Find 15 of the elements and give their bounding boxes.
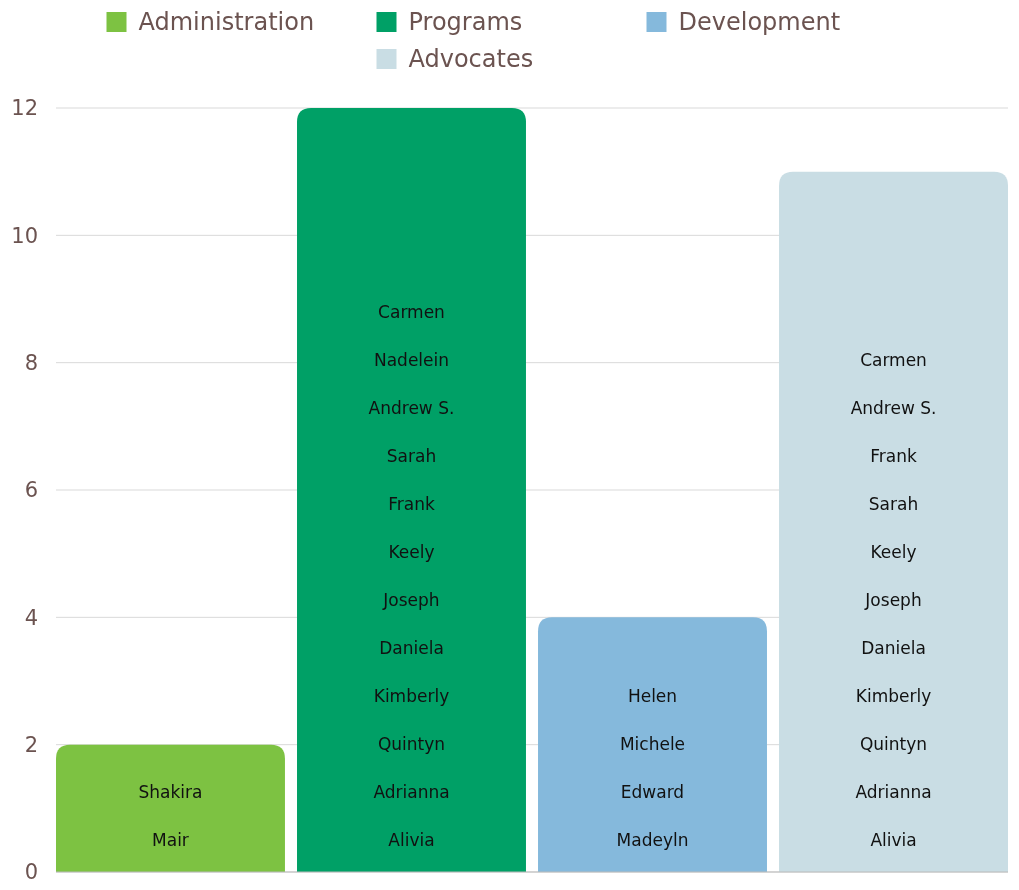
- legend-label: Development: [678, 8, 841, 37]
- y-tick-label: 4: [24, 605, 38, 630]
- y-tick-label: 10: [11, 223, 38, 248]
- legend-label: Administration: [138, 8, 315, 37]
- legend-label: Advocates: [408, 45, 534, 74]
- y-tick-label: 12: [11, 96, 38, 121]
- y-tick-label: 0: [24, 860, 38, 885]
- text: Helen Michele Edward Madeyln: [616, 686, 689, 850]
- text: Carmen Andrew S. Frank Sarah Keely Joseph Daniela Kimberly Quintyn Adrianna Alivia: [850, 350, 937, 850]
- y-tick-label: 2: [24, 733, 38, 758]
- text: Carmen Nadelein Andrew S. Sarah Frank Keely Joseph Daniela Kimberly Quintyn Adrianna Alivia: [368, 302, 455, 850]
- y-tick-label: 8: [24, 351, 38, 376]
- legend-label: Programs: [408, 8, 523, 37]
- y-tick-label: 6: [24, 478, 38, 503]
- text: Shakira Mair: [138, 782, 203, 850]
